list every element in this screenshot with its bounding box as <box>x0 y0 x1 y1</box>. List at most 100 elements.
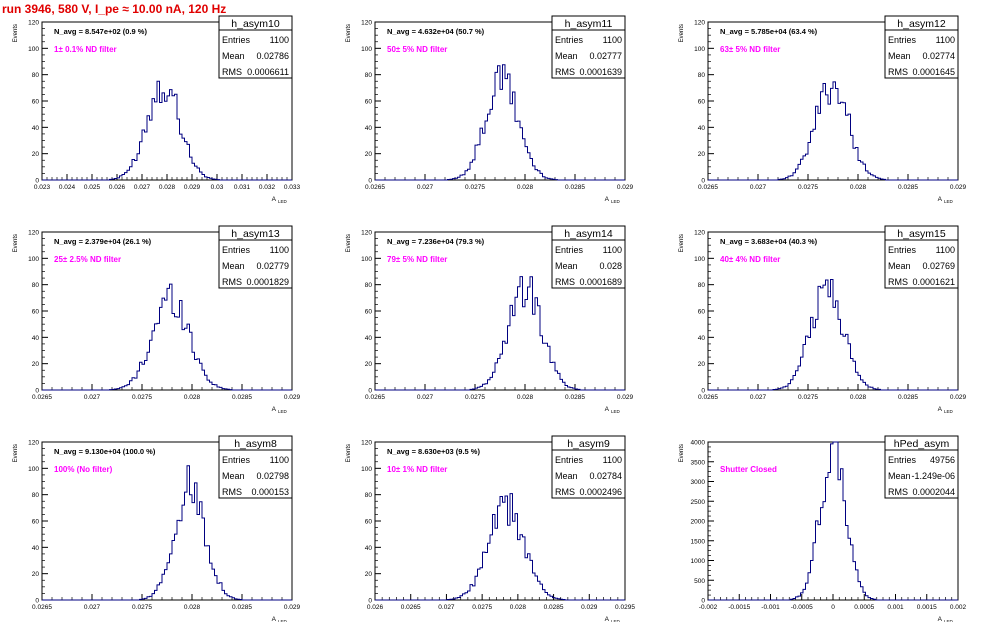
y-tick-label: 0 <box>35 388 39 395</box>
stats-entries-label: Entries <box>222 35 251 45</box>
y-tick-label: 120 <box>28 440 39 447</box>
y-tick-label: 100 <box>28 466 39 473</box>
y-tick-label: 100 <box>361 256 372 263</box>
stats-mean-value: 0.02786 <box>256 51 289 61</box>
stats-entries-value: 1100 <box>270 245 289 255</box>
stats-mean-label: Mean <box>555 261 578 271</box>
x-axis-label: A <box>272 196 277 203</box>
y-tick-label: 80 <box>32 492 40 499</box>
stats-mean-value: 0.02774 <box>922 51 955 61</box>
histogram-line <box>708 81 958 181</box>
filter-annotation: 10± 1% ND filter <box>387 465 447 474</box>
x-tick-label: 0.0265 <box>401 604 421 611</box>
stats-mean-label: Mean <box>222 51 245 61</box>
filter-annotation: 1± 0.1% ND filter <box>54 45 117 54</box>
x-tick-label: 0.028 <box>517 394 534 401</box>
x-tick-label: 0.0005 <box>854 604 874 611</box>
stats-mean-label: Mean <box>222 471 245 481</box>
x-axis-label-sub: LED <box>611 409 621 414</box>
y-tick-label: 60 <box>32 99 40 106</box>
stats-mean-value: 0.02784 <box>589 471 622 481</box>
stats-entries-label: Entries <box>222 245 251 255</box>
stats-title: h_asym14 <box>564 228 613 240</box>
stats-title: h_asym13 <box>231 228 280 240</box>
stats-box <box>218 449 293 499</box>
x-tick-label: 0.031 <box>234 184 251 191</box>
histogram-panel-h_asym8: 0 20 40 60 80 100 120 0.0265 0.027 0.0275 0.028 0.0… <box>13 435 301 622</box>
histogram-line <box>708 279 958 391</box>
y-tick-label: 2500 <box>691 499 706 506</box>
x-tick-label: 0.0285 <box>898 184 918 191</box>
x-axis-label: A <box>938 406 943 413</box>
filter-annotation: 25± 2.5% ND filter <box>54 255 121 264</box>
stats-entries-label: Entries <box>555 35 584 45</box>
stats-box <box>884 29 959 79</box>
histogram-line <box>375 276 625 391</box>
stats-title: h_asym8 <box>234 438 277 450</box>
y-axis-label: Events <box>13 444 19 462</box>
stats-rms-value: 0.0006611 <box>247 67 289 77</box>
x-tick-label: 0.028 <box>517 184 534 191</box>
histogram-line <box>708 441 958 601</box>
y-tick-label: 80 <box>698 282 706 289</box>
filter-annotation: 63± 5% ND filter <box>720 45 780 54</box>
stats-entries-value: 1100 <box>603 245 622 255</box>
histogram-panel-h_asym9: 0 20 40 60 80 100 120 0.026 0.0265 0.027 0.0275 0.0… <box>346 435 635 622</box>
y-axis-label: Events <box>679 234 685 252</box>
stats-entries-label: Entries <box>888 245 917 255</box>
y-tick-label: 40 <box>32 545 40 552</box>
y-tick-label: 20 <box>365 151 373 158</box>
navg-label: N_avg = 8.630e+03 (9.5 %) <box>387 447 480 456</box>
y-tick-label: 120 <box>361 440 372 447</box>
stats-entries-label: Entries <box>555 455 584 465</box>
histogram-panel-h_asym15: 0 20 40 60 80 100 120 0.0265 0.027 0.0275 0.028 0.0… <box>679 225 967 414</box>
filter-annotation: 50± 5% ND filter <box>387 45 447 54</box>
stats-entries-value: 49756 <box>930 455 955 465</box>
x-tick-label: 0.027 <box>438 604 455 611</box>
histogram-panel-h_asym10: 0 20 40 60 80 100 120 0.023 0.024 0.025 0.026 0.027… <box>13 15 301 204</box>
x-tick-label: 0.028 <box>184 604 201 611</box>
navg-label: N_avg = 2.379e+04 (26.1 %) <box>54 237 152 246</box>
x-tick-label: 0.027 <box>417 394 434 401</box>
stats-box <box>551 239 626 289</box>
x-axis-label: A <box>938 196 943 203</box>
stats-mean-value: 0.028 <box>599 261 622 271</box>
y-tick-label: 120 <box>361 230 372 237</box>
x-tick-label: 0.0275 <box>132 604 152 611</box>
stats-entries-value: 1100 <box>270 35 289 45</box>
stats-rms-value: 0.0002496 <box>579 487 622 497</box>
x-tick-label: 0.024 <box>59 184 76 191</box>
y-tick-label: 60 <box>698 99 706 106</box>
stats-title: h_asym11 <box>565 18 613 30</box>
navg-label: N_avg = 4.632e+04 (50.7 %) <box>387 27 485 36</box>
stats-box <box>218 239 293 289</box>
x-axis-label-sub: LED <box>944 409 954 414</box>
x-tick-label: 0.0285 <box>898 394 918 401</box>
stats-entries-value: 1100 <box>270 455 289 465</box>
x-tick-label: 0.0265 <box>365 394 385 401</box>
y-tick-label: 20 <box>32 571 40 578</box>
y-tick-label: 40 <box>365 125 373 132</box>
stats-rms-label: RMS <box>555 277 575 287</box>
filter-annotation: 100% (No filter) <box>54 465 113 474</box>
x-tick-label: 0.032 <box>259 184 276 191</box>
stats-rms-label: RMS <box>888 67 908 77</box>
navg-label: N_avg = 8.547e+02 (0.9 %) <box>54 27 147 36</box>
stats-rms-value: 0.0001689 <box>579 277 622 287</box>
x-axis-label-sub: LED <box>278 409 288 414</box>
y-tick-label: 120 <box>28 230 39 237</box>
y-tick-label: 0 <box>368 598 372 605</box>
navg-label: N_avg = 9.130e+04 (100.0 %) <box>54 447 156 456</box>
stats-title: h_asym9 <box>567 438 610 450</box>
y-tick-label: 100 <box>361 466 372 473</box>
stats-title: hPed_asym <box>894 438 950 450</box>
x-tick-label: 0.029 <box>284 394 301 401</box>
y-tick-label: 100 <box>361 46 372 53</box>
x-tick-label: 0.029 <box>617 184 634 191</box>
stats-rms-label: RMS <box>222 487 242 497</box>
y-axis-label: Events <box>346 444 352 462</box>
stats-entries-value: 1100 <box>936 35 955 45</box>
stats-box <box>884 449 959 499</box>
y-tick-label: 60 <box>365 519 373 526</box>
stats-rms-value: 0.0001639 <box>579 67 622 77</box>
